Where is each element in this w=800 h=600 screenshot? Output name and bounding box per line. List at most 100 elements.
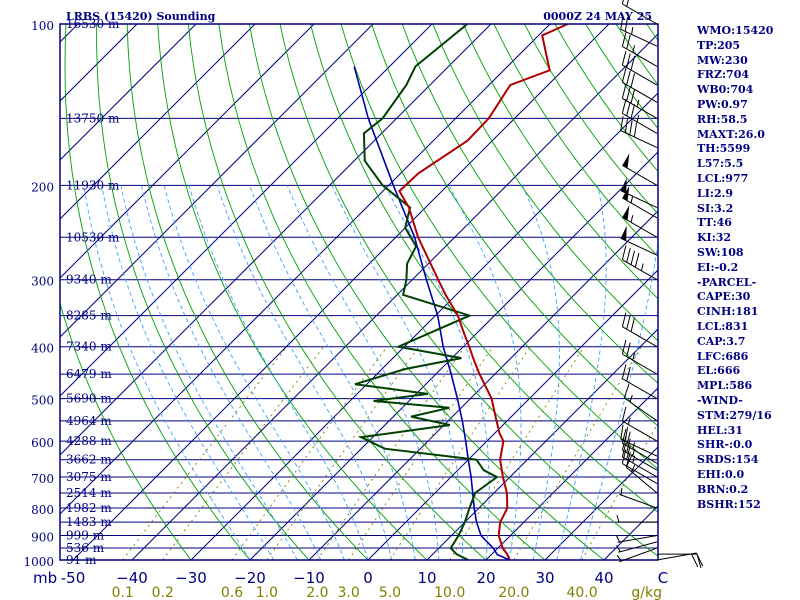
sounding-index: STM:279/16 <box>697 408 772 422</box>
sounding-index: CAP:3.7 <box>697 334 746 348</box>
dry-adiabat-line <box>340 24 658 470</box>
isotherm-line <box>485 387 658 560</box>
dry-adiabat-line <box>279 24 658 557</box>
pressure-tick-label: 800 <box>31 503 54 517</box>
wind-barb <box>621 245 658 281</box>
sounding-index: SHR-:0.0 <box>697 438 753 452</box>
wind-barb <box>621 50 658 86</box>
sounding-index: SW:108 <box>697 245 744 259</box>
moist-adiabat-line <box>331 185 463 560</box>
sounding-index: EL:666 <box>697 364 741 378</box>
wind-barb <box>621 68 658 103</box>
dry-adiabat-line <box>126 24 369 560</box>
mixing-ratio-line <box>162 346 324 560</box>
dry-adiabat-line <box>401 24 658 384</box>
wind-barb <box>620 14 658 47</box>
pressure-tick-label: 1000 <box>23 555 54 569</box>
height-label: 91 m <box>66 553 97 567</box>
height-label: 999 m <box>66 528 105 542</box>
sounding-index: SI:3.2 <box>697 201 734 215</box>
sounding-index: WB0:704 <box>697 83 754 97</box>
isotherm-line <box>60 24 433 397</box>
sounding-index: CINH:181 <box>697 305 759 319</box>
sounding-index: MAXT:26.0 <box>697 127 765 141</box>
height-label: 536 m <box>66 541 105 555</box>
sounding-index: MW:230 <box>697 53 748 67</box>
mixing-ratio-line <box>449 346 585 560</box>
mixing-ratio-tick-label: 0.1 <box>112 585 134 600</box>
dry-adiabat-line <box>493 24 658 257</box>
sounding-index: LI:2.9 <box>697 186 734 200</box>
sounding-index: PW:0.97 <box>697 97 748 111</box>
sounding-index: L57:5.5 <box>697 157 744 171</box>
dry-adiabat-line <box>60 301 192 560</box>
sounding-index: KI:32 <box>697 231 732 245</box>
sounding-index: EI:-0.2 <box>697 260 739 274</box>
sounding-index: EHI:0.0 <box>697 467 745 481</box>
station-title: LRBS (15420) Sounding <box>66 10 216 23</box>
height-label: 2514 m <box>66 486 112 500</box>
height-label: 11930 m <box>66 178 120 192</box>
sounding-index: SRDS:154 <box>697 453 759 467</box>
mixing-ratio-tick-label: 3.0 <box>337 585 359 600</box>
dry-adiabat-line <box>157 24 428 560</box>
height-label: 6479 m <box>66 367 112 381</box>
mixing-ratio-tick-label: 2.0 <box>306 585 328 600</box>
sounding-index: WMO:15420 <box>697 24 774 37</box>
temperature-tick-label: 40 <box>594 569 613 587</box>
isotherm-line <box>308 210 658 560</box>
moist-adiabat-line <box>141 185 322 560</box>
isotherm-line <box>190 92 658 560</box>
pressure-tick-label: 500 <box>31 394 54 408</box>
mixing-ratio-line <box>513 346 642 560</box>
wind-barb <box>621 406 658 442</box>
mixing-ratio-tick-label: 40.0 <box>566 585 597 600</box>
height-label: 3075 m <box>66 470 112 484</box>
temperature-tick-label: −20 <box>234 569 266 587</box>
moist-adiabat-line <box>249 185 416 560</box>
wind-barb <box>621 312 658 348</box>
wind-barb <box>621 364 658 400</box>
temperature-trace <box>398 24 569 560</box>
moist-adiabat-line <box>188 185 369 560</box>
dry-adiabat-line <box>371 24 658 427</box>
wind-barb <box>619 487 658 509</box>
height-label: 10530 m <box>66 230 120 244</box>
plot-frame <box>59 23 659 561</box>
moist-adiabat-line <box>120 185 298 560</box>
temperature-tick-label: C <box>658 569 668 587</box>
moist-adiabat-line <box>521 185 560 560</box>
moist-adiabat-line <box>384 185 490 560</box>
isotherm-line <box>60 24 197 161</box>
dewpoint-trace <box>354 24 499 560</box>
wind-barb <box>622 153 658 186</box>
temperature-tick-label: -50 <box>61 569 86 587</box>
dry-adiabat-line <box>64 24 251 560</box>
sounding-index: LCL:831 <box>697 319 749 333</box>
dry-adiabat-line <box>310 24 658 513</box>
sounding-index: BSHR:152 <box>697 497 761 511</box>
mixing-ratio-tick-label: 20.0 <box>498 585 529 600</box>
height-label: 9340 m <box>66 273 112 287</box>
mixing-ratio-tick-label: 0.6 <box>221 585 243 600</box>
temperature-tick-label: −10 <box>293 569 325 587</box>
height-label: 5690 m <box>66 392 112 406</box>
height-label: 1982 m <box>66 501 112 515</box>
mixing-ratio-line <box>317 346 465 560</box>
moist-adiabat-line <box>579 239 658 560</box>
pressure-tick-label: 100 <box>31 19 54 33</box>
pressure-tick-label: 700 <box>31 472 54 486</box>
wind-barb <box>620 225 658 256</box>
mixing-ratio-line <box>266 346 420 560</box>
mixing-ratio-unit-label: g/kg <box>631 585 662 600</box>
sounding-time: 0000Z 24 MAY 25 <box>543 10 652 23</box>
temperature-tick-label: 20 <box>476 569 495 587</box>
wind-barb <box>620 116 658 148</box>
pressure-unit-label: mb <box>33 569 57 587</box>
wind-barb <box>621 99 658 134</box>
dry-adiabat-line <box>248 24 605 560</box>
sounding-index: RH:58.5 <box>697 112 748 126</box>
wind-barb <box>656 552 704 568</box>
sounding-index: CAPE:30 <box>697 290 751 304</box>
